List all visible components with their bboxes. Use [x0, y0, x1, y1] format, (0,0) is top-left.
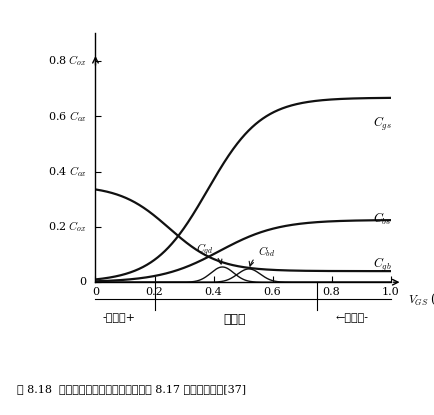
Text: ←强反型-: ←强反型-	[336, 312, 369, 322]
Text: $C_{gs}$: $C_{gs}$	[373, 115, 392, 133]
Text: 中反型: 中反型	[223, 312, 246, 326]
Text: $C_{bd}$: $C_{bd}$	[249, 244, 275, 266]
Text: $C_{gb}$: $C_{gb}$	[373, 256, 391, 274]
Text: 0.4 $C_{ox}$: 0.4 $C_{ox}$	[48, 164, 87, 179]
Text: 0.6 $C_{ox}$: 0.6 $C_{ox}$	[48, 109, 87, 124]
Text: 0.2 $C_{ox}$: 0.2 $C_{ox}$	[48, 220, 87, 234]
Text: $C_{bs}$: $C_{bs}$	[373, 211, 391, 227]
Text: -弱反型+: -弱反型+	[102, 312, 135, 322]
Text: $V_{GS}$ (V): $V_{GS}$ (V)	[408, 292, 434, 307]
Text: $C_{gd}$: $C_{gd}$	[196, 241, 222, 264]
Text: 0.8 $C_{ox}$: 0.8 $C_{ox}$	[48, 54, 87, 68]
Text: 0: 0	[79, 277, 87, 287]
Text: 图 8.18  在中反型区附近经过放大了的图 8.17 曲线的一部分[37]: 图 8.18 在中反型区附近经过放大了的图 8.17 曲线的一部分[37]	[17, 384, 247, 394]
